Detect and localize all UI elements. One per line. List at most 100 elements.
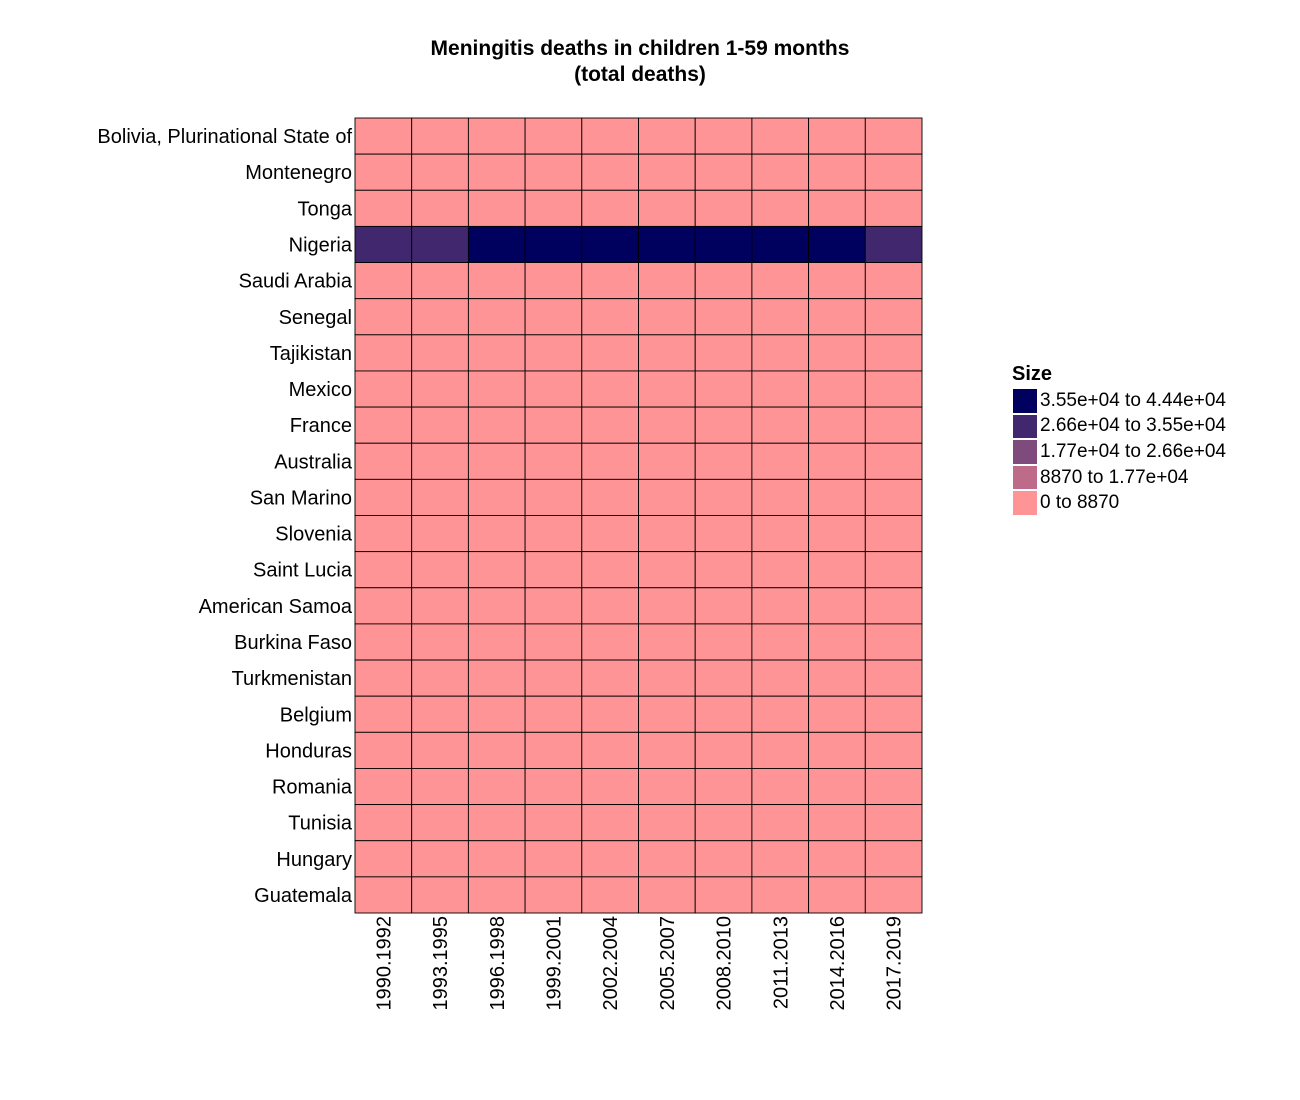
heatmap-cell <box>808 695 866 733</box>
heatmap-cell <box>467 298 526 336</box>
heatmap-cell <box>467 695 526 733</box>
heatmap-cell <box>694 225 753 263</box>
heatmap-cell <box>808 117 866 155</box>
heatmap-cell <box>354 370 413 408</box>
heatmap-cell <box>411 623 469 661</box>
heatmap-cell <box>694 334 753 372</box>
legend-swatch <box>1012 413 1038 440</box>
legend-label: 1.77e+04 to 2.66e+04 <box>1040 440 1226 462</box>
legend-label: 2.66e+04 to 3.55e+04 <box>1040 415 1226 437</box>
heatmap-cell <box>864 551 923 589</box>
legend-item: 3.55e+04 to 4.44e+04 <box>1012 388 1226 414</box>
heatmap-cell <box>354 587 413 625</box>
heatmap-cell <box>354 876 413 914</box>
heatmap-cell <box>694 695 753 733</box>
heatmap-cell <box>808 189 866 227</box>
heatmap-cell <box>524 695 583 733</box>
heatmap-cell <box>354 189 413 227</box>
heatmap-cell <box>411 587 469 625</box>
heatmap-cell <box>467 768 526 806</box>
heatmap-cell <box>524 768 583 806</box>
heatmap-cell <box>467 117 526 155</box>
heatmap-cell <box>524 406 583 444</box>
heatmap-cell <box>581 876 639 914</box>
heatmap-cell <box>411 731 469 769</box>
heatmap-cell <box>751 117 810 155</box>
heatmap-cell <box>808 515 866 553</box>
heatmap-cell <box>411 478 469 516</box>
heatmap-cell <box>354 442 413 480</box>
heatmap-cell <box>638 731 696 769</box>
heatmap-cell <box>751 153 810 191</box>
heatmap-cell <box>751 370 810 408</box>
heatmap-cell <box>581 262 639 300</box>
heatmap-cell <box>411 370 469 408</box>
heatmap-cell <box>467 587 526 625</box>
heatmap-cell <box>638 587 696 625</box>
heatmap-cell <box>808 623 866 661</box>
heatmap-cell <box>751 731 810 769</box>
heatmap-cell <box>751 334 810 372</box>
legend-label: 8870 to 1.77e+04 <box>1040 466 1189 488</box>
y-tick-label: Honduras <box>265 740 352 762</box>
x-tick-label: 2014.2016 <box>827 916 849 1011</box>
heatmap-cell <box>581 551 639 589</box>
heatmap-cell <box>751 478 810 516</box>
heatmap-cell <box>581 153 639 191</box>
heatmap-cell <box>581 731 639 769</box>
heatmap-cell <box>467 623 526 661</box>
y-tick-label: France <box>290 415 352 437</box>
heatmap-cell <box>694 587 753 625</box>
heatmap-cell <box>864 731 923 769</box>
heatmap-cell <box>581 117 639 155</box>
heatmap-cell <box>581 442 639 480</box>
heatmap-cell <box>808 370 866 408</box>
heatmap-cell <box>808 804 866 842</box>
y-tick-label: San Marino <box>250 487 352 509</box>
y-tick-label: Tonga <box>298 198 353 220</box>
heatmap-cell <box>864 370 923 408</box>
heatmap-cell <box>411 768 469 806</box>
heatmap-cell <box>354 117 413 155</box>
heatmap-cell <box>411 442 469 480</box>
heatmap-cell <box>411 876 469 914</box>
y-tick-label: Belgium <box>280 704 352 726</box>
heatmap-cell <box>694 153 753 191</box>
heatmap-cell <box>864 153 923 191</box>
heatmap-cell <box>581 587 639 625</box>
y-tick-label: Slovenia <box>275 524 353 546</box>
heatmap-cell <box>638 189 696 227</box>
heatmap-cell <box>864 515 923 553</box>
heatmap-cell <box>411 659 469 697</box>
heatmap-cell <box>524 659 583 697</box>
heatmap-cell <box>751 876 810 914</box>
heatmap-cell <box>411 406 469 444</box>
y-tick-label: Tunisia <box>288 813 353 835</box>
heatmap-cell <box>354 804 413 842</box>
heatmap-cell <box>467 262 526 300</box>
heatmap-cell <box>467 225 526 263</box>
heatmap-cell <box>638 623 696 661</box>
heatmap-cell <box>751 189 810 227</box>
heatmap-cell <box>808 225 866 263</box>
heatmap-cell <box>411 515 469 553</box>
x-tick-label: 1996.1998 <box>487 916 509 1011</box>
legend-swatch <box>1012 388 1038 414</box>
heatmap-cell <box>581 370 639 408</box>
heatmap-cell <box>581 623 639 661</box>
heatmap-cell <box>751 442 810 480</box>
heatmap-cell <box>354 515 413 553</box>
heatmap-cell <box>808 478 866 516</box>
heatmap-cell <box>638 153 696 191</box>
heatmap-cell <box>411 189 469 227</box>
y-tick-label: Turkmenistan <box>232 668 352 690</box>
legend-swatch <box>1012 464 1038 491</box>
heatmap-cell <box>581 406 639 444</box>
heatmap-cell <box>638 442 696 480</box>
heatmap-cell <box>694 623 753 661</box>
heatmap-cell <box>467 478 526 516</box>
heatmap-cell <box>581 768 639 806</box>
heatmap-cell <box>354 840 413 878</box>
heatmap-cell <box>581 298 639 336</box>
heatmap-cell <box>864 623 923 661</box>
